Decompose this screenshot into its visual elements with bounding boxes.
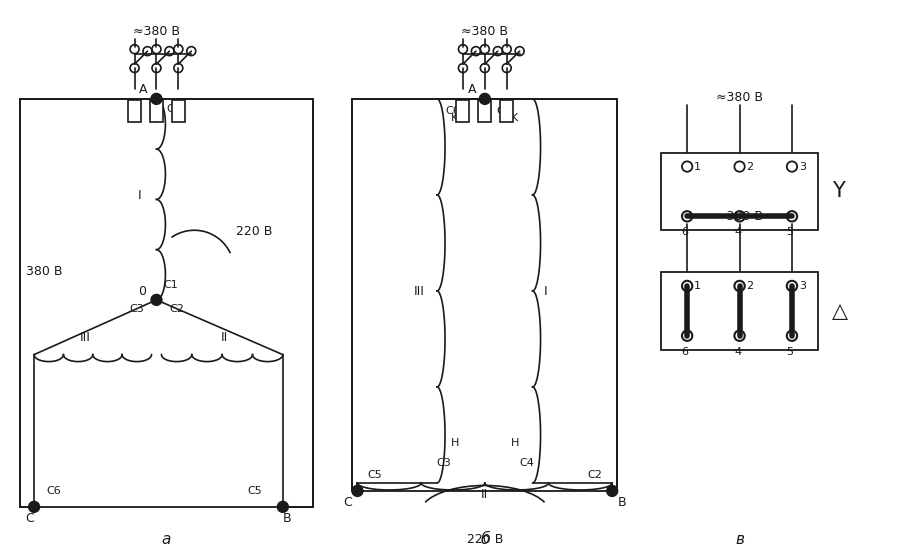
Text: II: II — [221, 331, 229, 344]
Circle shape — [480, 94, 491, 104]
Text: C6: C6 — [47, 486, 61, 496]
Circle shape — [352, 486, 363, 496]
Text: в: в — [735, 531, 744, 547]
Text: ≈380 В: ≈380 В — [716, 211, 763, 223]
Text: II: II — [482, 488, 489, 501]
Bar — [456, 100, 470, 122]
Text: K: K — [452, 113, 459, 123]
Text: C4: C4 — [166, 104, 181, 114]
Text: B: B — [617, 496, 626, 509]
Text: ≈380 В: ≈380 В — [462, 25, 508, 38]
Text: Υ: Υ — [832, 181, 845, 202]
Text: C2: C2 — [588, 470, 603, 480]
Text: 220 В: 220 В — [466, 533, 503, 545]
Text: 2: 2 — [746, 162, 753, 171]
Text: III: III — [80, 331, 91, 344]
Text: A: A — [140, 83, 148, 96]
Text: △: △ — [832, 301, 848, 321]
Text: H: H — [451, 438, 459, 448]
Bar — [661, 272, 818, 349]
Bar — [500, 100, 513, 122]
Text: 6: 6 — [681, 347, 688, 357]
Circle shape — [277, 501, 288, 512]
Text: C2: C2 — [169, 304, 184, 314]
Text: 5: 5 — [787, 227, 794, 237]
Text: ≈380 В: ≈380 В — [716, 91, 763, 104]
Bar — [479, 100, 491, 122]
Bar — [172, 100, 184, 122]
Circle shape — [607, 486, 617, 496]
Text: H: H — [510, 438, 519, 448]
Bar — [128, 100, 141, 122]
Text: C6: C6 — [446, 106, 461, 116]
Bar — [353, 99, 617, 491]
Text: C4: C4 — [519, 458, 534, 468]
Text: 220 В: 220 В — [236, 225, 273, 238]
Text: 0: 0 — [139, 285, 147, 298]
Text: 3: 3 — [799, 162, 806, 171]
Bar — [150, 100, 163, 122]
Text: I: I — [544, 285, 547, 298]
Bar — [20, 99, 312, 507]
Text: C: C — [343, 496, 352, 509]
Text: C1: C1 — [164, 280, 178, 290]
Text: C5: C5 — [367, 470, 382, 480]
Text: B: B — [283, 512, 291, 525]
Text: 2: 2 — [746, 281, 753, 291]
Text: III: III — [413, 285, 424, 298]
Circle shape — [151, 94, 162, 104]
Text: C3: C3 — [130, 304, 144, 314]
Text: ≈380 В: ≈380 В — [133, 25, 180, 38]
Circle shape — [29, 501, 40, 512]
Text: 1: 1 — [694, 281, 701, 291]
Text: 3: 3 — [799, 281, 806, 291]
Text: б: б — [480, 531, 490, 547]
Text: 5: 5 — [787, 347, 794, 357]
Text: K: K — [511, 113, 518, 123]
Text: 6: 6 — [681, 227, 688, 237]
Text: 4: 4 — [734, 347, 741, 357]
Bar — [661, 153, 818, 230]
Text: A: A — [468, 83, 476, 96]
Text: C: C — [26, 512, 34, 525]
Circle shape — [151, 295, 162, 305]
Text: 380 В: 380 В — [26, 265, 62, 278]
Text: 4: 4 — [734, 227, 741, 237]
Text: C1: C1 — [497, 106, 511, 116]
Text: C5: C5 — [248, 486, 262, 496]
Text: I: I — [138, 189, 141, 202]
Text: а: а — [162, 531, 171, 547]
Text: 1: 1 — [694, 162, 701, 171]
Text: C3: C3 — [436, 458, 452, 468]
